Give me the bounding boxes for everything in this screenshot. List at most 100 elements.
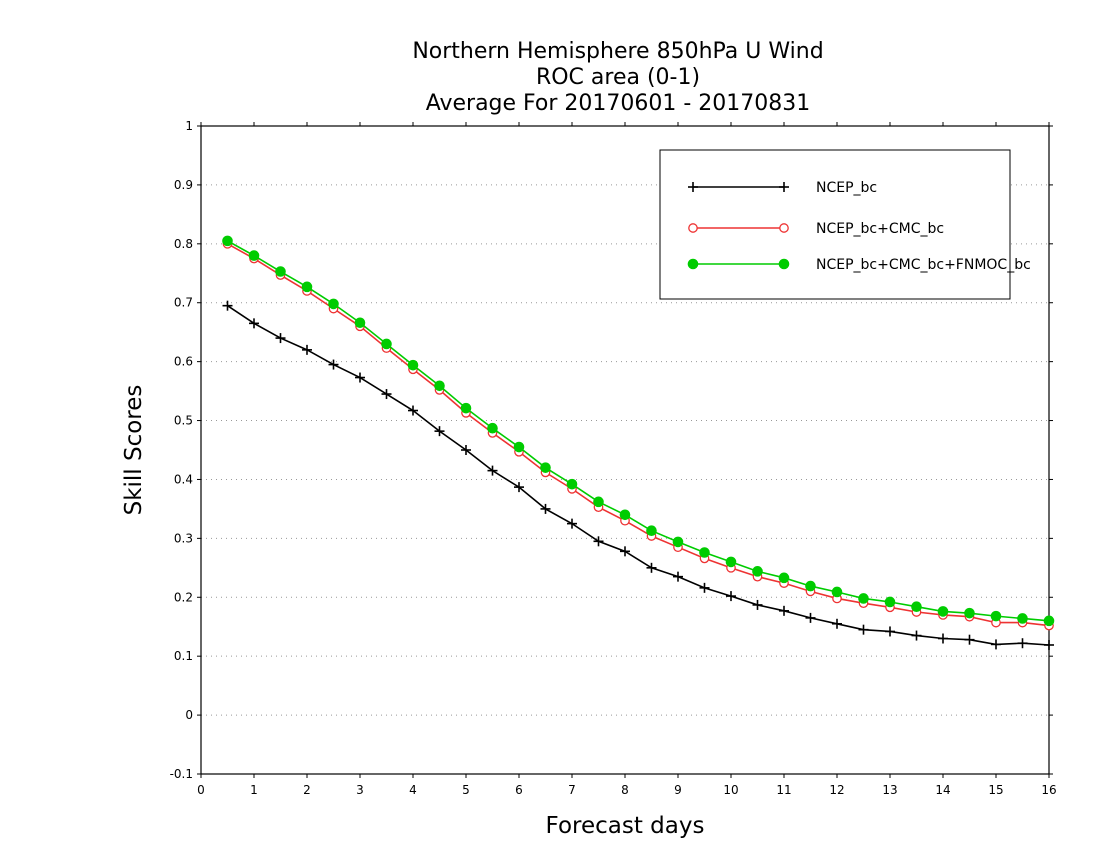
data-point: [434, 426, 445, 437]
chart-title: Northern Hemisphere 850hPa U Wind ROC ar…: [412, 39, 823, 116]
data-point: [593, 496, 604, 508]
data-point: [646, 525, 657, 537]
data-point: [699, 582, 710, 593]
data-point: [752, 566, 763, 577]
legend-label: NCEP_bc+CMC_bc: [816, 221, 944, 237]
x-tick-label: 13: [882, 783, 897, 797]
x-tick-label: 8: [621, 783, 629, 797]
data-point: [275, 333, 286, 344]
data-point: [1043, 615, 1055, 627]
legend-marker: [688, 182, 698, 192]
series-1: [222, 300, 1054, 650]
legend-marker: [688, 223, 698, 233]
data-point: [355, 372, 365, 383]
data-point: [567, 518, 577, 529]
x-tick-label: 14: [935, 783, 950, 797]
data-point: [460, 402, 472, 414]
legend-entry: NCEP_bc+CMC_bc: [688, 221, 944, 237]
y-tick-label: -0.1: [170, 767, 193, 781]
data-point: [646, 562, 657, 573]
data-point: [858, 624, 869, 635]
data-point: [964, 607, 975, 619]
data-point: [249, 318, 259, 329]
legend-entry: NCEP_bc+CMC_bc+FNMOC_bc: [687, 257, 1031, 273]
data-point: [566, 478, 578, 490]
title-line-2: ROC area (0-1): [536, 65, 700, 90]
data-point: [937, 606, 949, 617]
x-tick-label: 3: [356, 783, 364, 797]
data-point: [805, 612, 816, 623]
x-tick-label: 11: [776, 783, 791, 797]
y-tick-label: 0.3: [174, 531, 193, 545]
x-axis-ticks: 0 1 2 3 4 5 6 7 8 9 10 11 12 13 14 15 16: [197, 122, 1057, 797]
data-point: [911, 601, 922, 612]
x-tick-label: 16: [1041, 783, 1056, 797]
data-point: [513, 441, 525, 453]
data-point: [540, 462, 551, 473]
x-tick-label: 6: [515, 783, 523, 797]
data-point: [381, 389, 392, 400]
data-point: [726, 591, 736, 602]
series-layer: [222, 235, 1055, 650]
data-point: [1017, 613, 1028, 624]
data-point: [593, 536, 604, 547]
data-point: [487, 465, 498, 476]
x-tick-label: 12: [829, 783, 844, 797]
data-point: [407, 359, 419, 371]
x-tick-label: 2: [303, 783, 311, 797]
legend-label: NCEP_bc+CMC_bc+FNMOC_bc: [816, 257, 1031, 273]
x-tick-label: 10: [723, 783, 738, 797]
data-point: [938, 633, 948, 644]
data-point: [619, 509, 631, 521]
data-point: [1017, 638, 1028, 649]
data-point: [328, 298, 339, 310]
data-point: [302, 344, 312, 355]
data-point: [831, 586, 843, 598]
series-line: [227, 243, 1050, 627]
y-tick-label: 0: [185, 708, 193, 722]
data-point: [991, 639, 1001, 650]
data-point: [990, 610, 1002, 622]
data-point: [248, 250, 260, 261]
data-point: [1044, 639, 1054, 650]
data-point: [885, 626, 895, 637]
data-point: [673, 571, 683, 582]
y-axis-ticks: -0.1 0 0.1 0.2 0.3 0.4 0.5 0.6 0.7 0.8 0.9 1: [170, 119, 1053, 781]
data-point: [779, 605, 789, 616]
data-point: [725, 556, 737, 568]
data-point: [805, 580, 816, 592]
title-line-1: Northern Hemisphere 850hPa U Wind: [412, 39, 823, 64]
y-tick-label: 0.8: [174, 237, 193, 251]
x-tick-label: 5: [462, 783, 470, 797]
x-tick-label: 1: [250, 783, 258, 797]
y-tick-label: 0.6: [174, 355, 193, 369]
data-point: [672, 536, 684, 548]
data-point: [354, 317, 366, 329]
data-point: [858, 593, 869, 604]
legend: NCEP_bc NCEP_bc+CMC_bc NCEP_bc+CMC_bc+FNMO…: [659, 149, 1031, 300]
data-point: [620, 546, 630, 557]
data-point: [381, 338, 392, 350]
data-point: [752, 599, 763, 610]
y-tick-label: 0.7: [174, 296, 193, 310]
data-point: [778, 572, 790, 584]
series-3: [222, 235, 1055, 627]
x-axis-label: Forecast days: [546, 813, 705, 839]
x-tick-label: 7: [568, 783, 576, 797]
x-tick-label: 9: [674, 783, 682, 797]
title-line-3: Average For 20170601 - 20170831: [426, 91, 811, 116]
data-point: [699, 547, 710, 558]
data-point: [964, 634, 975, 645]
legend-marker: [779, 182, 789, 192]
x-tick-label: 4: [409, 783, 417, 797]
data-point: [301, 281, 313, 293]
y-tick-label: 0.5: [174, 414, 193, 428]
x-tick-label: 0: [197, 783, 205, 797]
data-point: [487, 422, 498, 434]
data-point: [884, 596, 896, 608]
y-tick-label: 1: [185, 119, 193, 133]
data-point: [832, 618, 842, 629]
legend-entry: NCEP_bc: [688, 180, 877, 196]
data-point: [328, 359, 339, 370]
